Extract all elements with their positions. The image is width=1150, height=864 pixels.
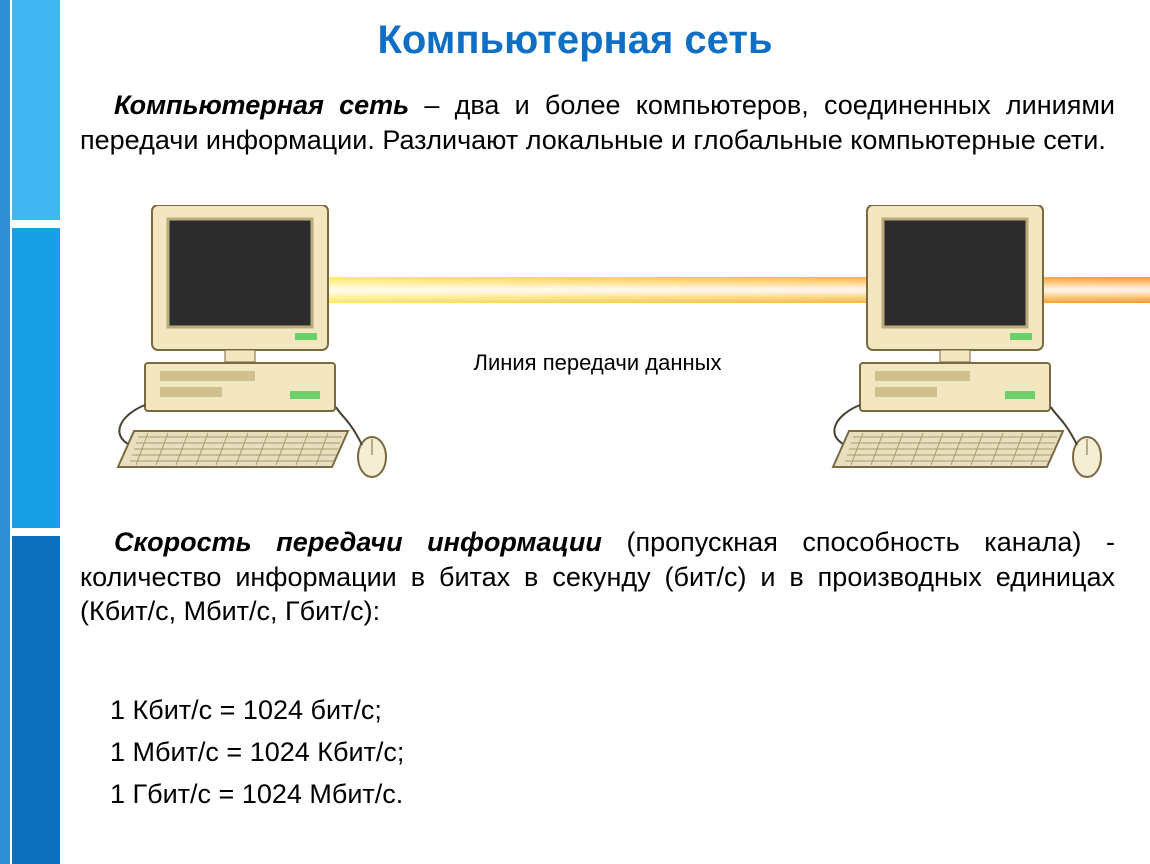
conversion-line-3: 1 Гбит/с = 1024 Мбит/с. (110, 779, 1115, 810)
network-diagram: Линия передачи данных (80, 205, 1115, 500)
definition-paragraph: Компьютерная сеть – два и более компьюте… (80, 88, 1115, 157)
left-stripe-mid (12, 228, 60, 528)
speed-term: Скорость передачи информации (114, 527, 602, 557)
computer-right-icon (805, 205, 1105, 500)
page-title: Компьютерная сеть (0, 18, 1150, 63)
left-edge-stripe (0, 0, 10, 864)
slide: Компьютерная сеть Компьютерная сеть – дв… (0, 0, 1150, 864)
computer-left-icon (90, 205, 390, 500)
speed-paragraph: Скорость передачи информации (пропускная… (80, 525, 1115, 629)
definition-term: Компьютерная сеть (114, 90, 409, 120)
conversion-line-1: 1 Кбит/с = 1024 бит/с; (110, 695, 1115, 726)
left-stripe-bottom (12, 536, 60, 864)
conversion-line-2: 1 Мбит/с = 1024 Кбит/с; (110, 737, 1115, 768)
